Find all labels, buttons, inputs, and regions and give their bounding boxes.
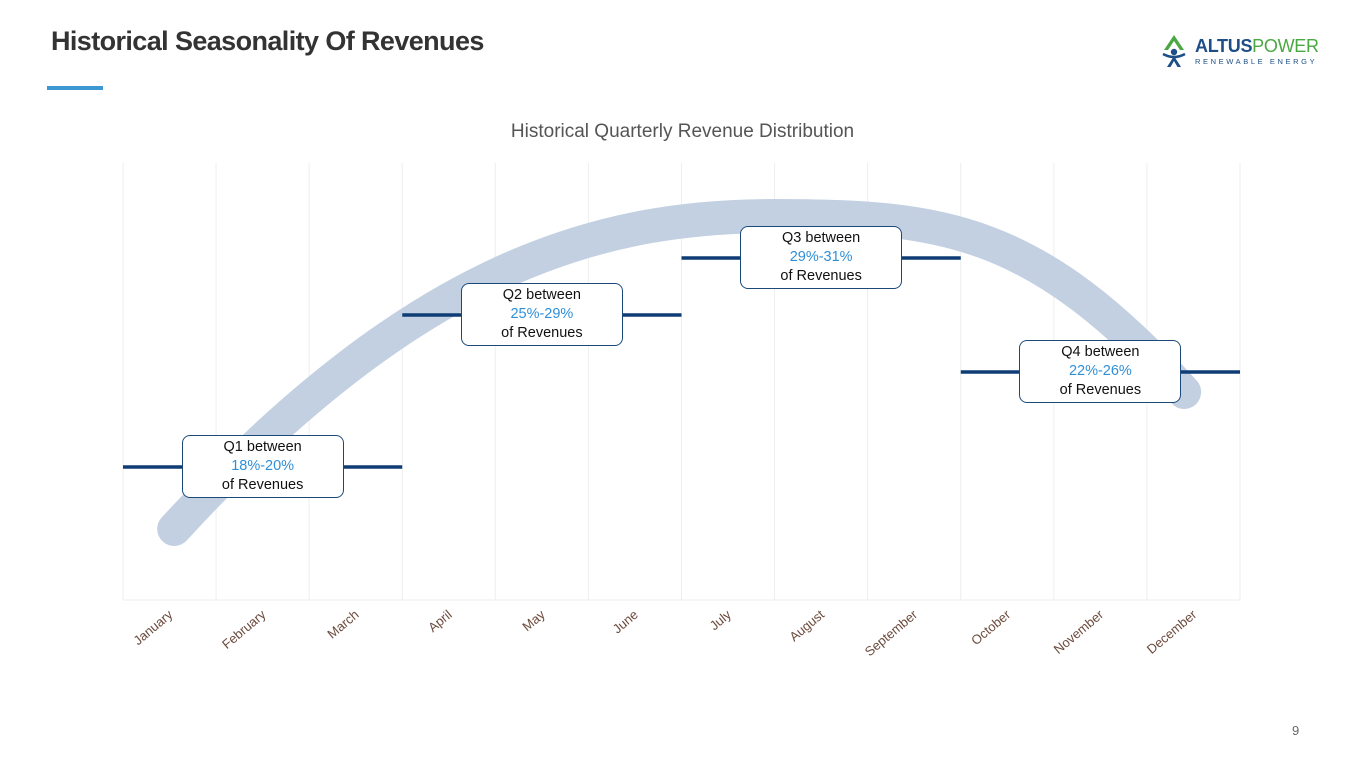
month-label-march: March [324,607,361,642]
callout-q4: Q4 between 22%-26% of Revenues [1019,340,1182,403]
trend-arc [157,198,1202,546]
callout-q3: Q3 between 29%-31% of Revenues [740,226,903,289]
month-label-september: September [862,606,921,659]
slide-title: Historical Seasonality Of Revenues [51,26,484,56]
month-label-april: April [425,607,455,635]
month-label-february: February [219,606,269,651]
callout-q1-suffix: of Revenues [221,477,304,493]
callout-q2: Q2 between 25%-29% of Revenues [460,283,623,346]
month-label-october: October [968,606,1014,648]
month-label-january: January [130,606,175,648]
callout-q2-label: Q2 between [502,287,581,303]
chart-x-axis-labels: January February March April May June July Augu… [130,606,1200,659]
callout-q4-range: 22%-26% [1068,363,1132,379]
chart-trend [157,198,1202,546]
callout-q4-label: Q4 between [1061,344,1140,360]
company-logo: ALTUSPOWER RENEWABLE ENERGY [1160,34,1320,70]
logo-name-light: POWER [1252,36,1319,56]
chart-title: Historical Quarterly Revenue Distributio… [510,121,855,142]
callout-q4-suffix: of Revenues [1059,382,1142,398]
altus-power-logo-icon [1162,35,1186,67]
page-number: 9 [1292,723,1300,738]
month-label-may: May [519,606,548,634]
callout-q1: Q1 between 18%-20% of Revenues [181,435,344,498]
callout-q1-label: Q1 between [223,439,302,455]
month-label-july: July [707,606,735,633]
callout-q2-range: 25%-29% [510,306,574,322]
month-label-august: August [786,607,827,645]
logo-name-bold: ALTUS [1195,36,1253,56]
month-label-december: December [1144,606,1200,656]
logo-tagline: RENEWABLE ENERGY [1195,57,1318,66]
month-label-june: June [610,607,641,637]
callout-q1-range: 18%-20% [231,458,295,474]
callout-q3-suffix: of Revenues [780,268,862,284]
callout-q2-suffix: of Revenues [501,325,583,341]
logo-wordmark: ALTUSPOWER [1195,36,1319,56]
month-label-november: November [1051,606,1107,656]
callout-q3-range: 29%-31% [789,249,853,265]
title-accent-bar [47,86,103,90]
callout-q3-label: Q3 between [782,230,861,246]
